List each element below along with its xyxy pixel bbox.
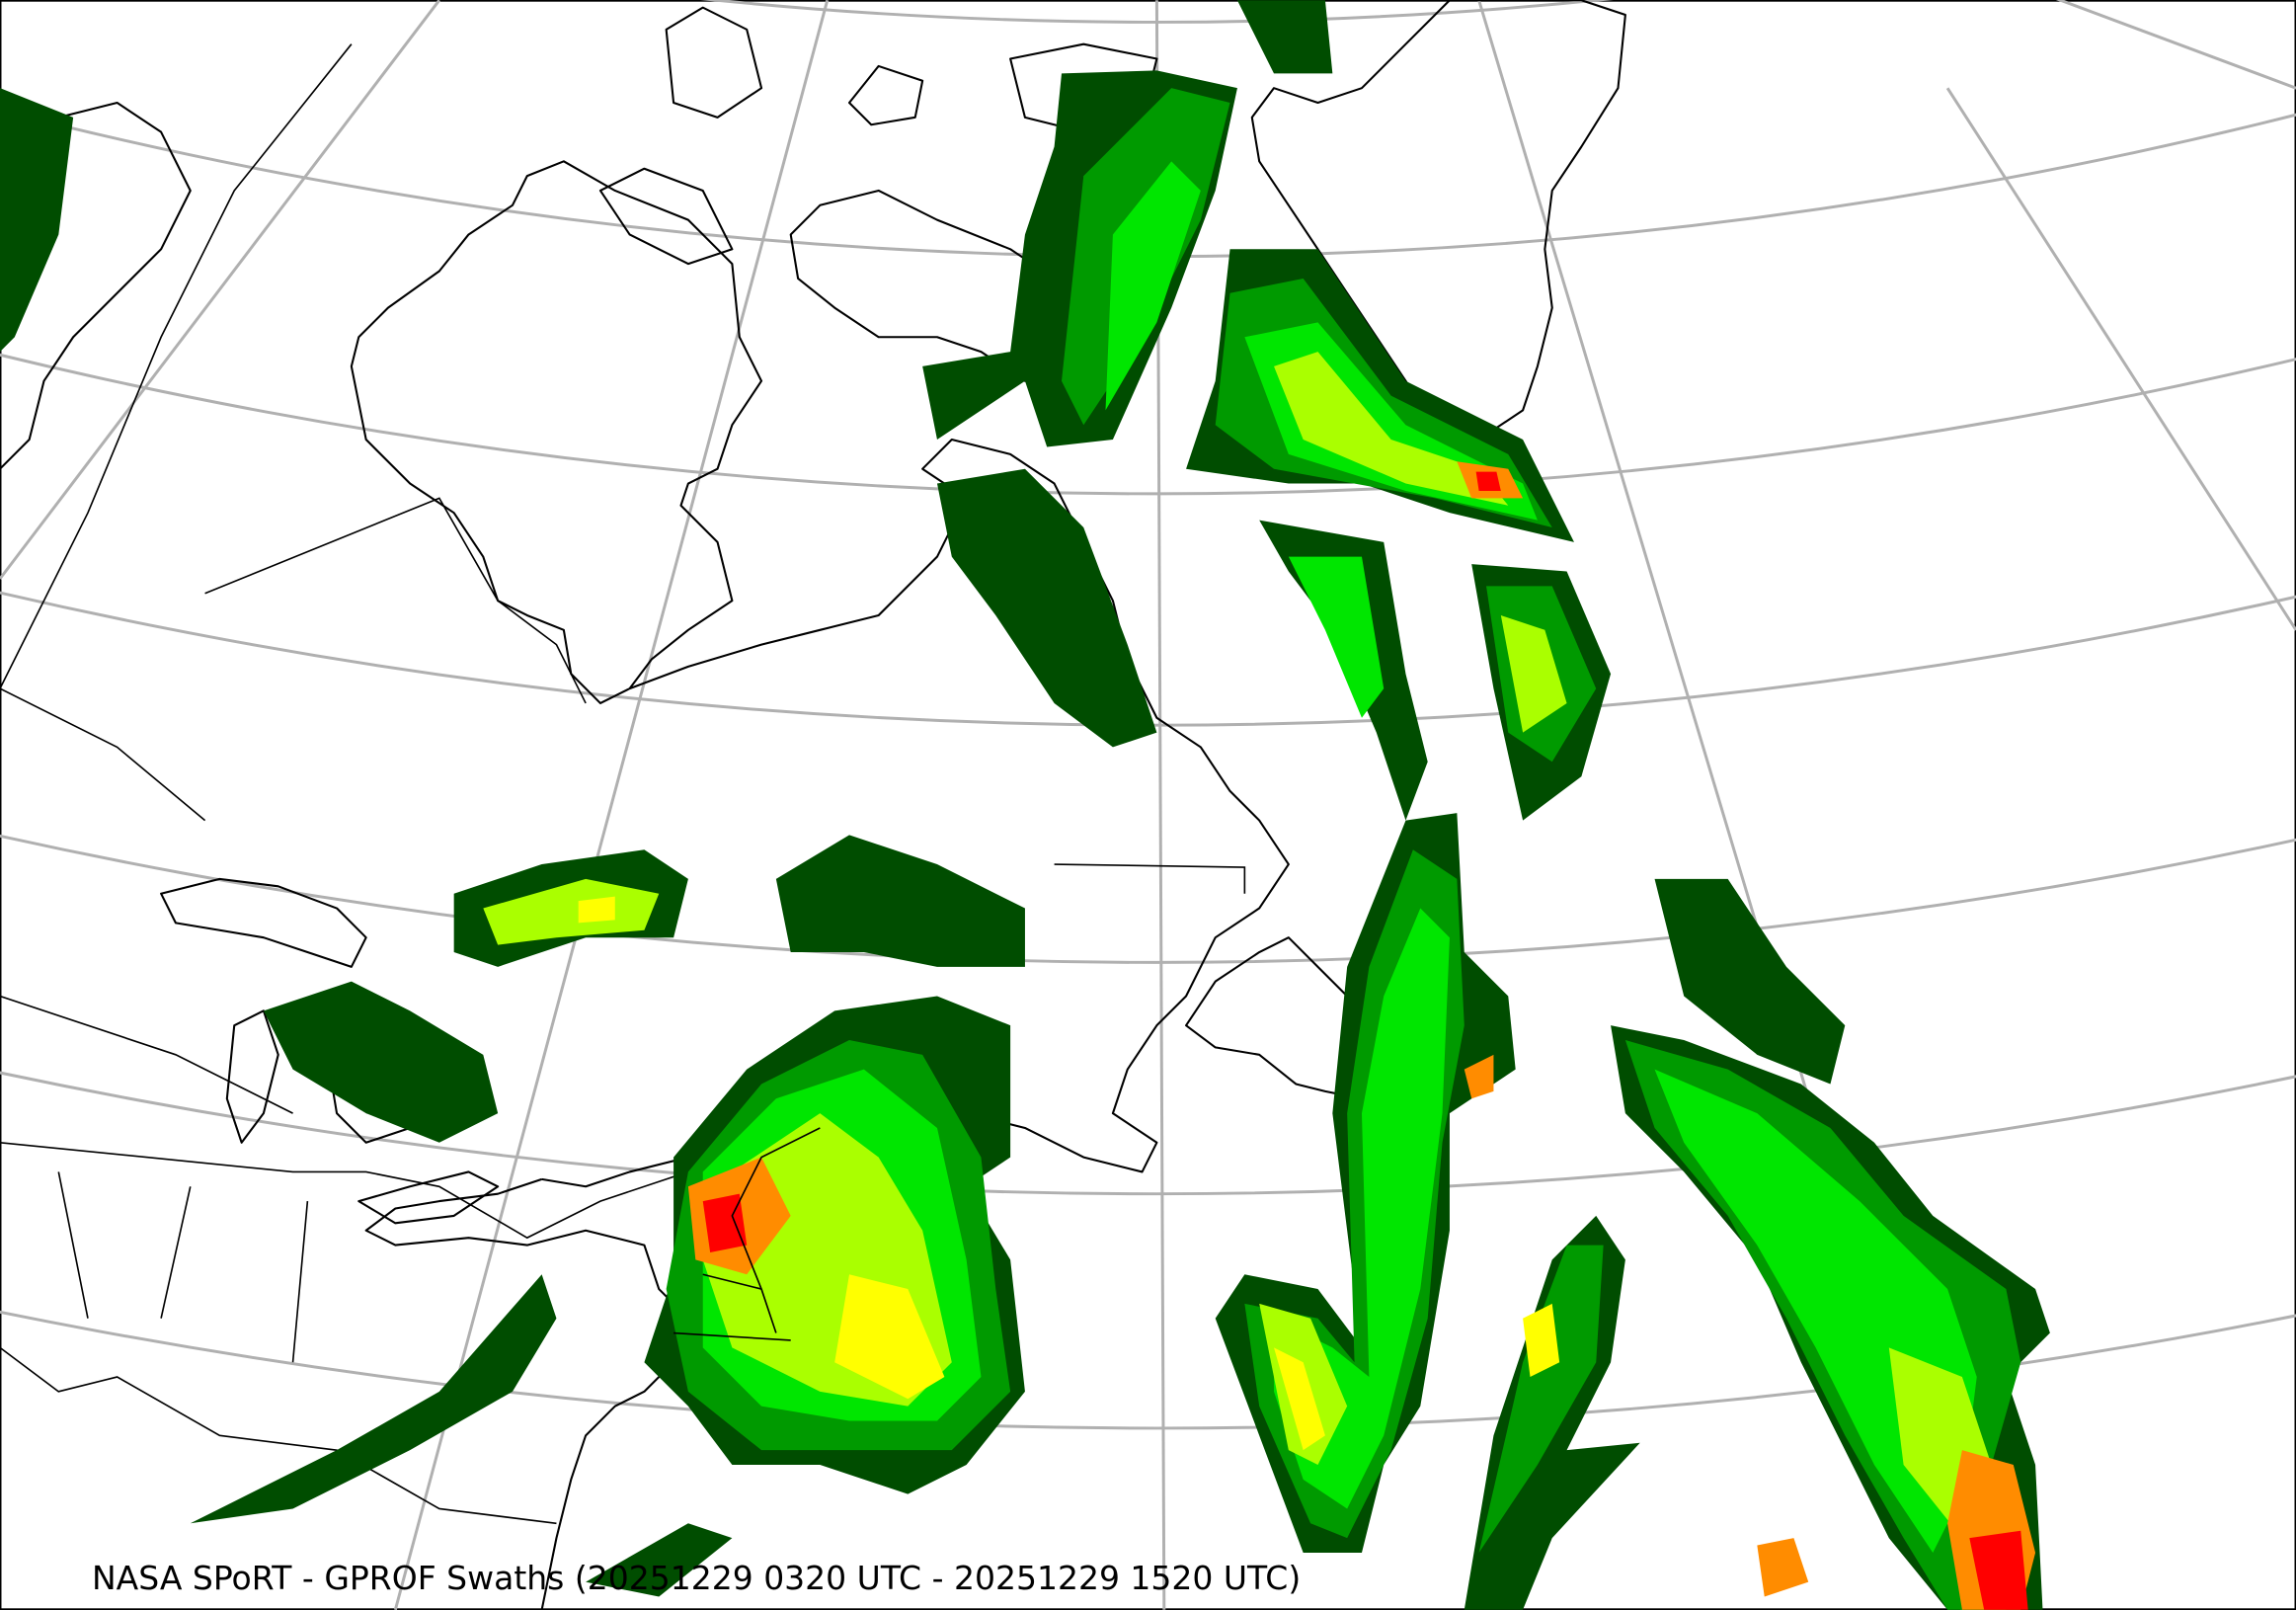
swath-bottom-left: [190, 1274, 557, 1524]
mod-central-1: [1288, 556, 1385, 718]
r-greenland: [1475, 471, 1501, 491]
swath-west-coast: [0, 88, 74, 353]
y-ne-us: [834, 1274, 945, 1400]
swath-mid-atlantic: [1654, 878, 1846, 1085]
great-lakes-coast: [160, 877, 500, 1225]
meridian-line: [0, 0, 441, 580]
mod-baffin: [1105, 161, 1201, 411]
o-bottom: [1757, 1538, 1809, 1597]
swath-bottom: [586, 1523, 733, 1597]
y-sea: [1274, 1347, 1325, 1451]
y-atlantic: [1523, 1303, 1560, 1378]
ym-greenland: [1274, 352, 1509, 506]
swath-great-lakes: [263, 981, 499, 1143]
hudson-bay-coast: [350, 160, 763, 704]
east-coast-us: [364, 1177, 689, 1610]
northeast-state-borders: [673, 1127, 821, 1341]
swath-labrador: [936, 468, 1157, 748]
meridian-line: [2055, 0, 2296, 90]
meridian-line: [393, 0, 830, 1610]
ym-ontario: [483, 878, 660, 945]
y-ontario: [578, 896, 615, 924]
map-caption: NASA SPoRT - GPROF Swaths (20251229 0320…: [92, 1559, 1302, 1597]
swath-central-1: [1259, 520, 1428, 821]
swath-quebec: [775, 835, 1025, 967]
r-east: [1969, 1530, 2028, 1610]
precipitation-swaths: [0, 0, 2050, 1610]
light-atlantic: [1478, 1245, 1604, 1553]
west-hudson-coast: [0, 101, 192, 470]
precip-heavy-layer: [578, 896, 1560, 1451]
meridian-line: [1945, 87, 2296, 631]
arctic-islands-coast: [598, 6, 1158, 266]
o-sea: [1464, 1054, 1494, 1099]
mod-east: [1654, 1069, 1977, 1553]
r-ne-us: [702, 1193, 748, 1252]
swath-greenland-north: [1236, 0, 1333, 74]
